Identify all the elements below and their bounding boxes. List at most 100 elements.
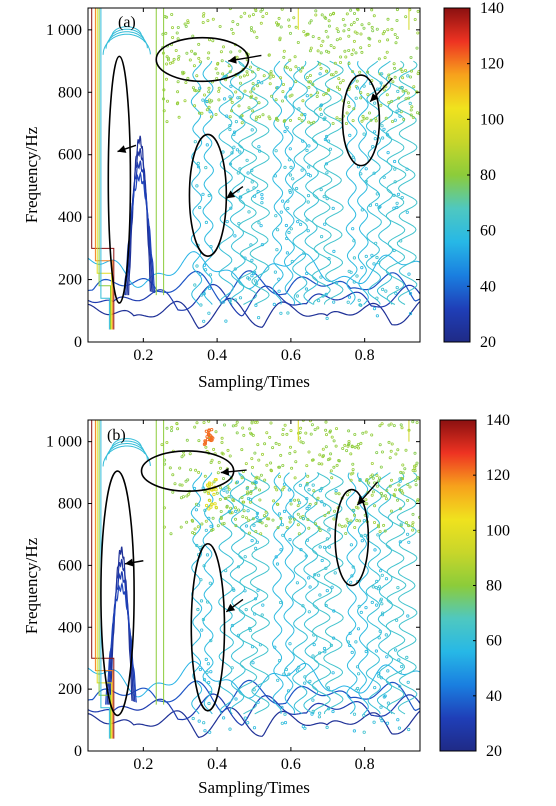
contour-speck xyxy=(275,86,280,90)
contour-speck xyxy=(245,158,249,162)
contour-speck xyxy=(299,547,303,552)
contour-speck xyxy=(315,95,319,99)
contour-speck xyxy=(370,8,374,12)
contour-speck xyxy=(386,151,390,155)
contour-speck xyxy=(227,64,231,68)
contour-speck xyxy=(385,133,390,137)
contour-speck xyxy=(352,712,357,716)
contour-speck xyxy=(288,173,293,177)
contour-line xyxy=(396,472,418,715)
contour-speck xyxy=(200,111,204,115)
contour-speck xyxy=(349,452,353,456)
contour-speck xyxy=(319,51,323,55)
contour-speck xyxy=(378,629,382,633)
contour-speck xyxy=(207,433,211,437)
contour-speck xyxy=(375,27,379,31)
contour-speck xyxy=(323,514,327,518)
contour-speck xyxy=(207,51,211,55)
contour-speck xyxy=(207,38,211,42)
contour-speck xyxy=(224,568,228,573)
contour-speck xyxy=(185,494,189,498)
annotation-arrow-head xyxy=(117,145,127,153)
contour-speck xyxy=(174,49,178,53)
contour-speck xyxy=(385,488,389,492)
contour-speck xyxy=(273,645,277,649)
contour-speck xyxy=(182,453,186,457)
contour-speck xyxy=(212,447,216,451)
contour-speck xyxy=(360,23,364,27)
contour-speck xyxy=(351,565,355,569)
contour-speck xyxy=(387,76,391,80)
contour-speck xyxy=(358,519,362,523)
contour-speck xyxy=(309,46,313,50)
contour-speck xyxy=(353,30,357,34)
contour-speck xyxy=(197,56,201,60)
contour-speck xyxy=(343,49,347,53)
contour-speck xyxy=(218,24,222,28)
contour-speck xyxy=(407,96,411,100)
colorbar-a xyxy=(443,7,471,343)
contour-speck xyxy=(411,521,415,525)
contour-speck xyxy=(241,426,245,430)
contour-speck xyxy=(360,50,364,54)
contour-speck xyxy=(198,60,202,64)
contour-speck xyxy=(294,65,298,69)
contour-speck xyxy=(415,499,419,503)
contour-speck xyxy=(329,643,333,648)
contour-speck xyxy=(360,265,364,270)
contour-speck xyxy=(362,26,366,30)
contour-speck xyxy=(218,497,222,501)
contour-speck xyxy=(199,303,203,307)
contour-speck xyxy=(279,548,283,552)
contour-speck xyxy=(197,42,201,46)
contour-speck xyxy=(370,461,374,465)
contour-speck xyxy=(327,256,331,261)
contour-speck xyxy=(279,516,283,520)
contour-speck xyxy=(323,650,327,654)
contour-speck xyxy=(293,450,297,454)
contour-speck xyxy=(303,113,307,117)
y-axis-label-b: Frequency/Hz xyxy=(22,537,41,634)
panel-b: 0.2 0.4 0.6 0.8 0 200 400 600 800 1 000 (b) Samp… xyxy=(22,412,510,797)
contour-speck xyxy=(347,442,351,446)
contour-speck xyxy=(314,13,318,17)
contour-speck xyxy=(356,627,361,631)
contour-speck xyxy=(260,613,264,617)
contour-speck xyxy=(246,188,250,192)
contour-speck xyxy=(166,56,170,60)
contour-speck xyxy=(200,628,204,632)
contour-line xyxy=(88,660,420,699)
contour-line xyxy=(88,297,420,329)
contour-speck xyxy=(208,437,213,442)
annotation-arrow-head xyxy=(226,603,236,612)
contour-line xyxy=(98,8,111,330)
contour-speck xyxy=(251,433,255,437)
contour-speck xyxy=(181,495,185,499)
panel-label-b: (b) xyxy=(107,427,126,444)
contour-speck xyxy=(359,172,363,176)
contour-speck xyxy=(252,186,256,190)
contour-field-b xyxy=(88,420,420,739)
contour-speck xyxy=(252,30,256,34)
panel-a: 0.2 0.4 0.6 0.8 0 200 400 600 800 1 000 (a) Samp… xyxy=(22,0,504,391)
contour-speck xyxy=(259,21,263,25)
contour-speck xyxy=(188,452,192,456)
contour-speck xyxy=(285,251,289,255)
contour-speck xyxy=(243,11,247,15)
contour-speck xyxy=(317,715,321,719)
contour-speck xyxy=(202,291,206,296)
contour-speck xyxy=(320,558,324,563)
contour-speck xyxy=(277,512,282,516)
contour-speck xyxy=(325,171,329,175)
contour-speck xyxy=(347,34,351,38)
contour-speck xyxy=(191,34,195,38)
contour-speck xyxy=(399,239,403,243)
contour-speck xyxy=(386,701,390,705)
contour-speck xyxy=(372,171,376,175)
contour-speck xyxy=(225,114,229,118)
contour-speck xyxy=(414,478,418,482)
contour-speck xyxy=(326,458,330,462)
contour-speck xyxy=(220,59,224,63)
contour-speck xyxy=(243,555,247,559)
contour-speck xyxy=(251,82,255,86)
